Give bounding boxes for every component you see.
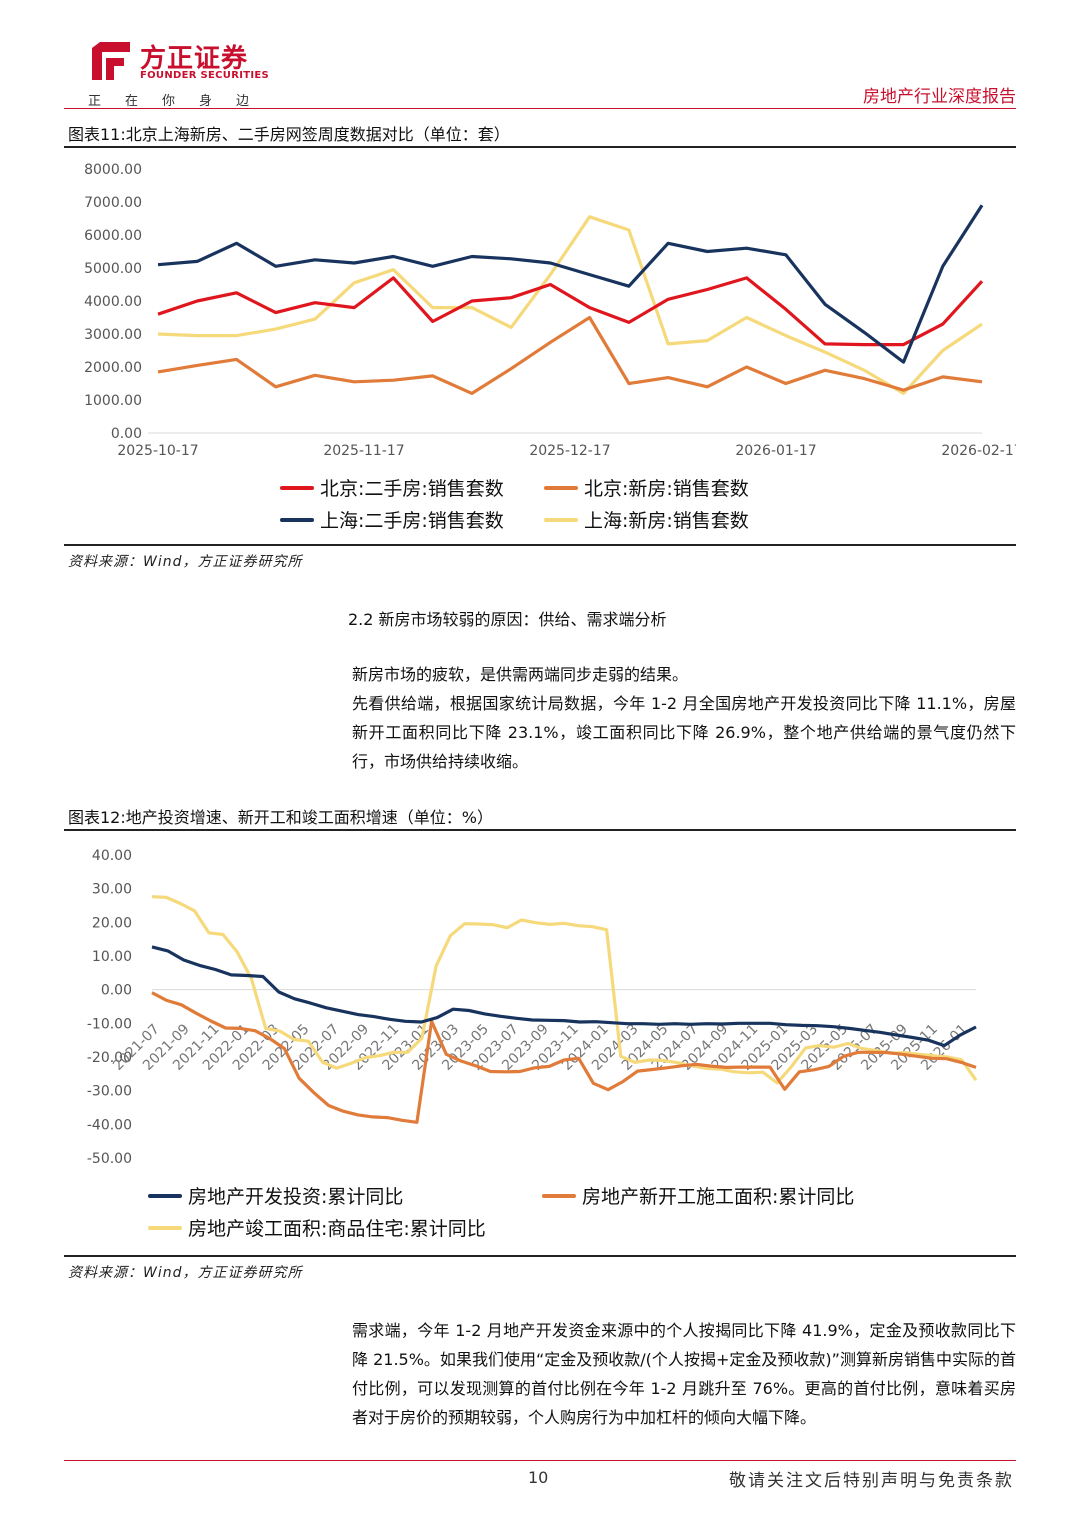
legend-item-bj-new: 北京:新房:销售套数: [544, 474, 749, 501]
legend-swatch: [280, 485, 314, 490]
legend-label: 北京:二手房:销售套数: [320, 478, 504, 500]
y-tick-label: 5000.00: [84, 261, 142, 277]
series-line-0: [157, 276, 984, 347]
y-tick-label: 0.00: [111, 426, 142, 442]
y-tick-label: 6000.00: [84, 228, 142, 244]
figure11-bottom-rule: [64, 544, 1016, 546]
y-tick-label: 7000.00: [84, 195, 142, 211]
figure11-top-rule: [64, 146, 1016, 148]
figure12-top-rule: [64, 829, 1016, 831]
y-tick-label: -20.00: [87, 1050, 132, 1066]
series-line-2: [151, 895, 978, 1085]
x-tick-label: 2025-12-17: [529, 443, 610, 459]
y-tick-label: 30.00: [92, 882, 132, 898]
legend-label: 北京:新房:销售套数: [584, 478, 749, 500]
series-line-1: [157, 315, 983, 395]
paragraph: 新房市场的疲软，是供需两端同步走弱的结果。: [352, 665, 689, 684]
x-tick-label: 2026-01-17: [735, 443, 816, 459]
paragraph: 先看供给端，根据国家统计局数据，今年 1-2 月全国房地产开发投资同比下降 11…: [352, 694, 1016, 771]
legend-swatch: [148, 1193, 182, 1198]
legend-swatch: [148, 1225, 182, 1230]
legend-label: 上海:新房:销售套数: [584, 510, 749, 532]
y-tick-label: 10.00: [92, 949, 132, 965]
y-tick-label: -40.00: [87, 1117, 132, 1133]
disclaimer-note: 敬请关注文后特别声明与免责条款: [729, 1471, 1014, 1491]
chart-investment-growth: -50.00 -40.00 -30.00 -20.00 -10.00 0.00 10.00 2…: [87, 848, 978, 1167]
y-tick-label: 3000.00: [84, 327, 142, 343]
report-type: 房地产行业深度报告: [863, 87, 1016, 107]
legend-label: 房地产竣工面积:商品住宅:累计同比: [188, 1218, 486, 1240]
founder-logo-icon: [88, 38, 134, 84]
y-tick-label: -10.00: [87, 1016, 132, 1032]
series-line-0: [151, 945, 977, 1048]
y-tick-label: 4000.00: [84, 294, 142, 310]
chart1-legend: 北京:二手房:销售套数 北京:新房:销售套数 上海:二手房:销售套数 上海:新房…: [280, 474, 840, 538]
section-heading: 2.2 新房市场较弱的原因：供给、需求端分析: [348, 610, 667, 629]
page-number: 10: [528, 1468, 549, 1487]
x-tick-label: 2025-11-17: [323, 443, 404, 459]
legend-label: 房地产开发投资:累计同比: [188, 1186, 404, 1208]
legend-swatch: [542, 1193, 576, 1198]
figure11-title: 图表11:北京上海新房、二手房网签周度数据对比（单位：套）: [68, 125, 510, 144]
legend-item-completion: 房地产竣工面积:商品住宅:累计同比: [148, 1214, 486, 1241]
legend-label: 房地产新开工施工面积:累计同比: [582, 1186, 855, 1208]
figure12-title: 图表12:地产投资增速、新开工和竣工面积增速（单位：%）: [68, 808, 493, 827]
y-tick-label: 2000.00: [84, 360, 142, 376]
series-line-2: [157, 204, 984, 364]
y-tick-label: 1000.00: [84, 393, 142, 409]
legend-swatch: [544, 517, 578, 522]
brand-slogan: 正在你身边: [88, 94, 274, 109]
y-tick-label: 40.00: [92, 848, 132, 864]
footer-divider: [64, 1460, 1016, 1461]
legend-item-sh-new: 上海:新房:销售套数: [544, 506, 749, 533]
section-body-supply: 新房市场的疲软，是供需两端同步走弱的结果。 先看供给端，根据国家统计局数据，今年…: [352, 660, 1016, 776]
chart2-legend: 房地产开发投资:累计同比 房地产新开工施工面积:累计同比 房地产竣工面积:商品住…: [148, 1182, 948, 1246]
series-line-1: [151, 991, 977, 1124]
chart-weekly-sales: 0.00 1000.00 2000.00 3000.00 4000.00 5000.00 6…: [84, 162, 1016, 459]
legend-swatch: [544, 485, 578, 490]
figure11-source: 资料来源：Wind，方正证券研究所: [68, 554, 303, 570]
section-body-demand: 需求端，今年 1-2 月地产开发资金来源中的个人按揭同比下降 41.9%，定金及…: [352, 1316, 1016, 1432]
legend-swatch: [280, 517, 314, 522]
y-tick-label: 20.00: [92, 915, 132, 931]
x-tick-label: 2026-02-17: [941, 443, 1016, 459]
y-tick-label: -30.00: [87, 1084, 132, 1100]
legend-item-bj-resale: 北京:二手房:销售套数: [280, 474, 504, 501]
paragraph: 需求端，今年 1-2 月地产开发资金来源中的个人按揭同比下降 41.9%，定金及…: [352, 1321, 1016, 1427]
header-divider: [64, 108, 1016, 109]
brand-name-en: FOUNDER SECURITIES: [140, 70, 270, 81]
y-tick-label: 0.00: [101, 983, 132, 999]
legend-item-new-start: 房地产新开工施工面积:累计同比: [542, 1182, 854, 1209]
y-tick-label: 8000.00: [84, 162, 142, 178]
figure12-source: 资料来源：Wind，方正证券研究所: [68, 1265, 303, 1281]
legend-item-investment: 房地产开发投资:累计同比: [148, 1182, 403, 1209]
legend-label: 上海:二手房:销售套数: [320, 510, 504, 532]
series-line-3: [157, 215, 983, 395]
x-tick-label: 2025-10-17: [117, 443, 198, 459]
legend-item-sh-resale: 上海:二手房:销售套数: [280, 506, 504, 533]
brand-name-cn: 方正证券: [140, 44, 249, 74]
y-tick-label: -50.00: [87, 1151, 132, 1167]
figure12-bottom-rule: [64, 1255, 1016, 1257]
